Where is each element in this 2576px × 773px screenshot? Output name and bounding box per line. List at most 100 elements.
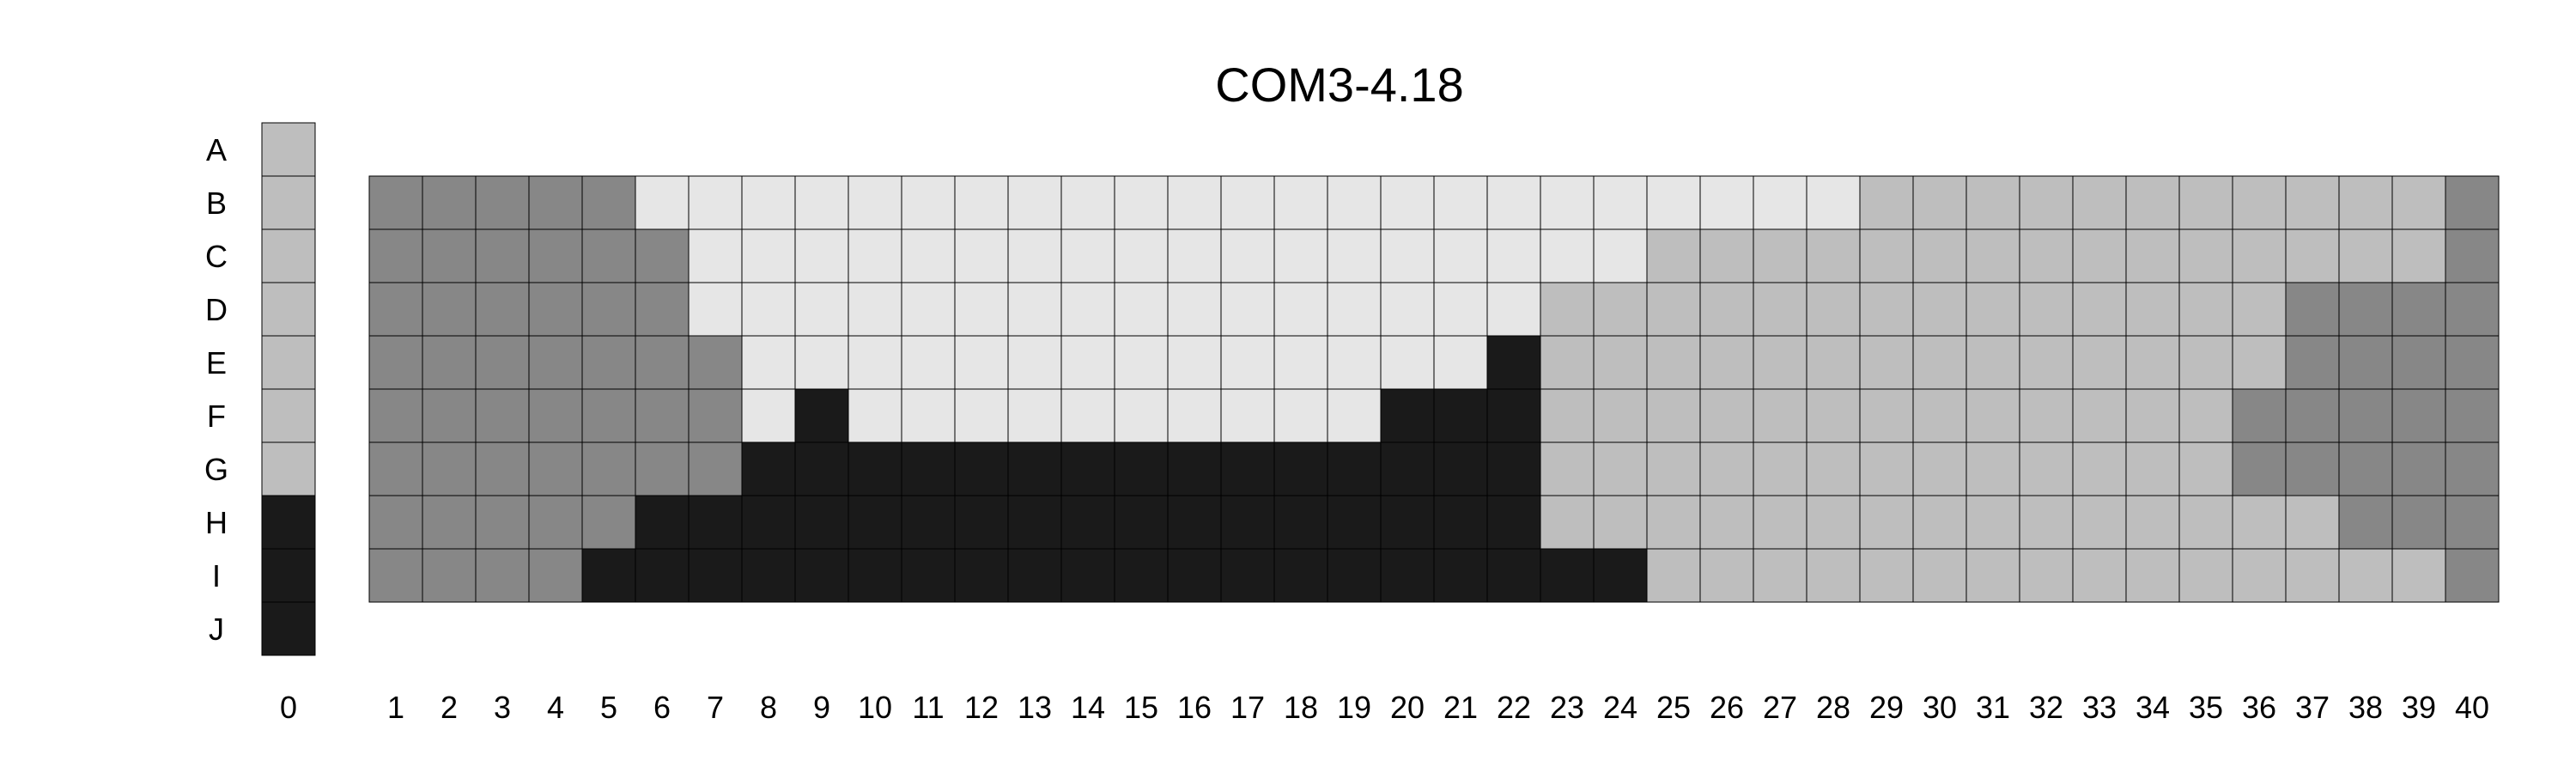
cell-g-17: [1220, 441, 1275, 496]
row-label-i: I: [212, 558, 221, 593]
cell-g-24: [1593, 441, 1648, 496]
cell-f-0: [261, 388, 316, 443]
cell-d-40: [2445, 282, 2500, 337]
cell-e-16: [1167, 335, 1222, 390]
cell-f-12: [954, 388, 1009, 443]
cell-f-17: [1220, 388, 1275, 443]
cell-i-23: [1540, 548, 1595, 603]
cell-h-39: [2391, 495, 2446, 550]
cell-i-0: [261, 548, 316, 603]
cell-g-14: [1060, 441, 1115, 496]
cell-f-8: [741, 388, 796, 443]
cell-h-33: [2072, 495, 2127, 550]
cell-f-5: [581, 388, 636, 443]
cell-g-16: [1167, 441, 1222, 496]
cell-g-27: [1753, 441, 1807, 496]
cell-h-13: [1007, 495, 1062, 550]
cell-b-2: [422, 175, 477, 230]
cell-f-11: [901, 388, 956, 443]
cell-e-13: [1007, 335, 1062, 390]
cell-h-6: [635, 495, 690, 550]
cell-g-26: [1699, 441, 1754, 496]
row-label-j: J: [209, 612, 224, 647]
cell-g-30: [1912, 441, 1967, 496]
cell-e-35: [2178, 335, 2233, 390]
cell-d-2: [422, 282, 477, 337]
column-label-16: 16: [1177, 690, 1212, 725]
cell-c-8: [741, 228, 796, 283]
cell-i-5: [581, 548, 636, 603]
cell-e-7: [688, 335, 743, 390]
cell-e-36: [2232, 335, 2287, 390]
cell-h-12: [954, 495, 1009, 550]
cell-c-11: [901, 228, 956, 283]
cell-i-31: [1965, 548, 2020, 603]
cell-g-8: [741, 441, 796, 496]
cell-h-26: [1699, 495, 1754, 550]
cell-h-31: [1965, 495, 2020, 550]
cell-b-29: [1859, 175, 1914, 230]
row-label-d: D: [205, 292, 228, 327]
cell-e-0: [261, 335, 316, 390]
cell-d-3: [475, 282, 530, 337]
cell-c-19: [1327, 228, 1382, 283]
cell-f-20: [1380, 388, 1435, 443]
column-label-36: 36: [2242, 690, 2276, 725]
cell-e-8: [741, 335, 796, 390]
cell-i-16: [1167, 548, 1222, 603]
cell-b-24: [1593, 175, 1648, 230]
cell-d-33: [2072, 282, 2127, 337]
cell-e-23: [1540, 335, 1595, 390]
cell-g-22: [1486, 441, 1541, 496]
column-label-32: 32: [2029, 690, 2063, 725]
cell-d-22: [1486, 282, 1541, 337]
cell-i-29: [1859, 548, 1914, 603]
cell-i-36: [2232, 548, 2287, 603]
cell-b-15: [1114, 175, 1169, 230]
cell-d-10: [848, 282, 902, 337]
cell-h-5: [581, 495, 636, 550]
column-label-22: 22: [1497, 690, 1531, 725]
cell-h-19: [1327, 495, 1382, 550]
cell-f-9: [794, 388, 849, 443]
cell-g-13: [1007, 441, 1062, 496]
cell-h-16: [1167, 495, 1222, 550]
row-label-h: H: [205, 505, 228, 540]
cell-g-9: [794, 441, 849, 496]
cell-h-35: [2178, 495, 2233, 550]
cell-b-5: [581, 175, 636, 230]
row-label-a: A: [206, 132, 227, 167]
cell-e-4: [528, 335, 583, 390]
cell-h-2: [422, 495, 477, 550]
cell-g-37: [2285, 441, 2340, 496]
column-label-23: 23: [1550, 690, 1584, 725]
cell-h-1: [368, 495, 423, 550]
cell-e-6: [635, 335, 690, 390]
cell-i-39: [2391, 548, 2446, 603]
cell-f-18: [1273, 388, 1328, 443]
cell-c-24: [1593, 228, 1648, 283]
cell-d-11: [901, 282, 956, 337]
cell-g-32: [2019, 441, 2074, 496]
cell-f-27: [1753, 388, 1807, 443]
cell-f-23: [1540, 388, 1595, 443]
cell-b-3: [475, 175, 530, 230]
cell-f-3: [475, 388, 530, 443]
cell-f-2: [422, 388, 477, 443]
cell-c-36: [2232, 228, 2287, 283]
cell-i-27: [1753, 548, 1807, 603]
cell-e-12: [954, 335, 1009, 390]
cell-g-40: [2445, 441, 2500, 496]
column-label-11: 11: [912, 690, 944, 725]
cell-h-15: [1114, 495, 1169, 550]
cell-d-35: [2178, 282, 2233, 337]
cell-e-9: [794, 335, 849, 390]
cell-b-8: [741, 175, 796, 230]
cell-f-35: [2178, 388, 2233, 443]
cell-c-12: [954, 228, 1009, 283]
cell-i-28: [1806, 548, 1861, 603]
column-label-13: 13: [1018, 690, 1052, 725]
cell-d-37: [2285, 282, 2340, 337]
cell-i-4: [528, 548, 583, 603]
cell-f-32: [2019, 388, 2074, 443]
